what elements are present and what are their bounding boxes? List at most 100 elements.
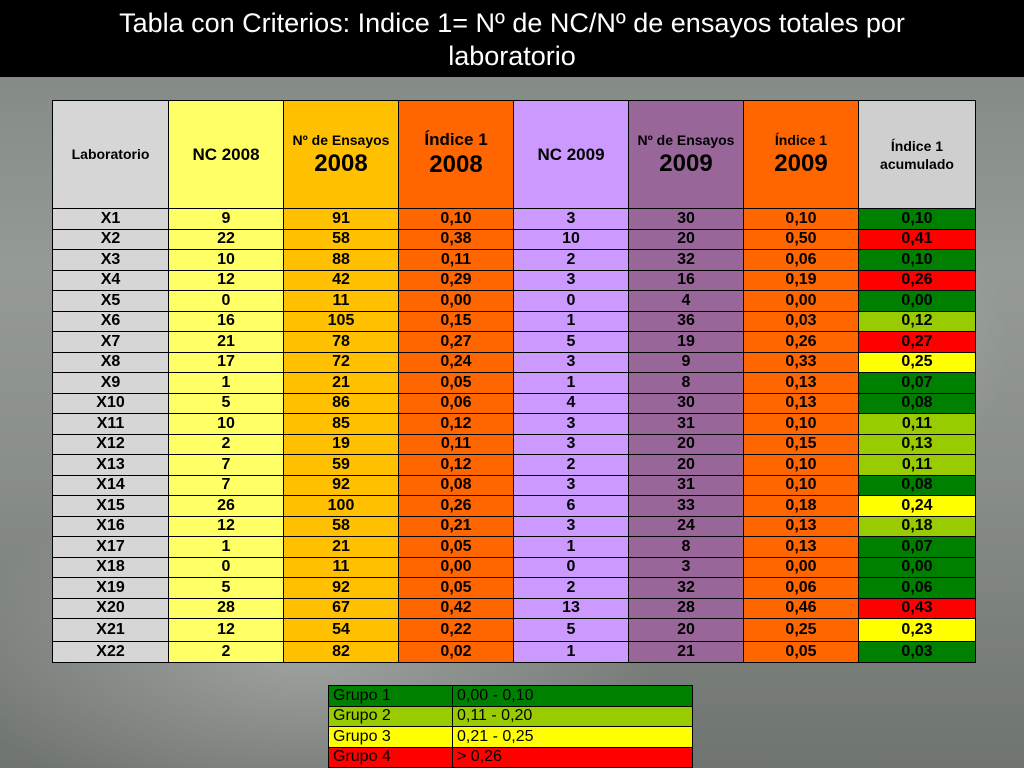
header-indice-2009-year: 2009 [774,149,828,177]
cell-ensayos-2009: 20 [628,618,744,642]
cell-indice-2008: 0,10 [398,208,514,230]
cell-ensayos-2008: 82 [283,641,399,663]
header-nc-2008: NC 2008 [168,100,284,209]
legend-group-label: Grupo 2 [328,705,453,727]
cell-nc-2008: 1 [168,372,284,394]
cell-nc-2008: 17 [168,351,284,373]
cell-nc-2009: 10 [513,228,629,250]
cell-nc-2008: 26 [168,495,284,517]
table-row: X21 12 54 0,22 5 20 0,25 0,23 [52,618,976,642]
cell-ensayos-2008: 21 [283,536,399,558]
legend-group-label: Grupo 3 [328,726,453,748]
cell-indice-2008: 0,26 [398,495,514,517]
cell-ensayos-2009: 33 [628,495,744,517]
header-laboratorio: Laboratorio [52,100,169,209]
cell-indice-acumulado: 0,18 [858,515,976,537]
table-row: X17 1 21 0,05 1 8 0,13 0,07 [52,536,976,558]
table-row: X13 7 59 0,12 2 20 0,10 0,11 [52,454,976,476]
cell-nc-2009: 13 [513,597,629,619]
cell-nc-2008: 10 [168,413,284,435]
cell-nc-2008: 10 [168,249,284,271]
cell-ensayos-2009: 31 [628,474,744,496]
cell-indice-2009: 0,18 [743,495,859,517]
cell-indice-acumulado: 0,08 [858,392,976,414]
cell-ensayos-2009: 32 [628,577,744,599]
cell-indice-2009: 0,05 [743,641,859,663]
cell-indice-2009: 0,33 [743,351,859,373]
cell-ensayos-2009: 21 [628,641,744,663]
cell-indice-acumulado: 0,07 [858,372,976,394]
cell-indice-2008: 0,00 [398,556,514,578]
table-row: X15 26 100 0,26 6 33 0,18 0,24 [52,495,976,517]
cell-laboratorio: X2 [52,228,169,250]
cell-ensayos-2009: 30 [628,392,744,414]
cell-indice-acumulado: 0,43 [858,597,976,619]
cell-ensayos-2008: 86 [283,392,399,414]
cell-nc-2008: 2 [168,433,284,455]
legend-group-range: 0,21 - 0,25 [452,726,693,748]
laboratory-index-table: Laboratorio NC 2008 Nº de Ensayos 2008 Í… [52,100,976,663]
cell-nc-2008: 7 [168,474,284,496]
cell-nc-2008: 5 [168,392,284,414]
cell-ensayos-2008: 11 [283,556,399,578]
cell-nc-2008: 28 [168,597,284,619]
table-row: X2 22 58 0,38 10 20 0,50 0,41 [52,228,976,250]
cell-indice-acumulado: 0,13 [858,433,976,455]
slide-title-line-2: laboratorio [448,41,576,71]
cell-indice-acumulado: 0,00 [858,290,976,312]
table-row: X16 12 58 0,21 3 24 0,13 0,18 [52,515,976,537]
cell-ensayos-2009: 20 [628,433,744,455]
cell-ensayos-2008: 19 [283,433,399,455]
cell-laboratorio: X20 [52,597,169,619]
cell-laboratorio: X12 [52,433,169,455]
table-body: X1 9 91 0,10 3 30 0,10 0,10 X2 22 58 0,38 10 20 0,50 0,… [52,208,976,663]
cell-indice-2009: 0,13 [743,392,859,414]
cell-nc-2009: 1 [513,641,629,663]
table-row: X8 17 72 0,24 3 9 0,33 0,25 [52,351,976,373]
table-row: X19 5 92 0,05 2 32 0,06 0,06 [52,577,976,599]
cell-nc-2009: 3 [513,515,629,537]
cell-nc-2009: 2 [513,249,629,271]
cell-indice-2008: 0,00 [398,290,514,312]
cell-indice-2009: 0,00 [743,556,859,578]
group-legend-table: Grupo 1 0,00 - 0,10 Grupo 2 0,11 - 0,20 Grup… [328,685,693,768]
cell-ensayos-2008: 72 [283,351,399,373]
cell-indice-2008: 0,24 [398,351,514,373]
cell-nc-2009: 3 [513,269,629,291]
table-row: X14 7 92 0,08 3 31 0,10 0,08 [52,474,976,496]
cell-indice-acumulado: 0,07 [858,536,976,558]
header-indice-2008-year: 2008 [429,151,483,178]
cell-laboratorio: X9 [52,372,169,394]
cell-nc-2008: 5 [168,577,284,599]
cell-ensayos-2008: 105 [283,310,399,332]
cell-ensayos-2009: 3 [628,556,744,578]
cell-ensayos-2008: 21 [283,372,399,394]
cell-indice-2008: 0,42 [398,597,514,619]
table-row: X11 10 85 0,12 3 31 0,10 0,11 [52,413,976,435]
cell-nc-2009: 2 [513,577,629,599]
cell-indice-acumulado: 0,08 [858,474,976,496]
legend-row: Grupo 1 0,00 - 0,10 [328,685,693,707]
cell-indice-2008: 0,38 [398,228,514,250]
cell-nc-2009: 3 [513,433,629,455]
table-row: X3 10 88 0,11 2 32 0,06 0,10 [52,249,976,271]
legend-row: Grupo 2 0,11 - 0,20 [328,705,693,727]
cell-indice-2008: 0,12 [398,454,514,476]
table-header-row: Laboratorio NC 2008 Nº de Ensayos 2008 Í… [52,100,976,209]
cell-indice-2009: 0,19 [743,269,859,291]
cell-laboratorio: X16 [52,515,169,537]
cell-ensayos-2009: 8 [628,372,744,394]
cell-indice-acumulado: 0,25 [858,351,976,373]
cell-ensayos-2008: 78 [283,331,399,353]
cell-laboratorio: X1 [52,208,169,230]
cell-ensayos-2009: 9 [628,351,744,373]
cell-indice-acumulado: 0,03 [858,641,976,663]
cell-laboratorio: X8 [52,351,169,373]
cell-nc-2009: 4 [513,392,629,414]
cell-ensayos-2008: 59 [283,454,399,476]
cell-nc-2009: 0 [513,290,629,312]
cell-ensayos-2008: 85 [283,413,399,435]
cell-laboratorio: X7 [52,331,169,353]
cell-nc-2009: 3 [513,208,629,230]
cell-nc-2009: 1 [513,310,629,332]
